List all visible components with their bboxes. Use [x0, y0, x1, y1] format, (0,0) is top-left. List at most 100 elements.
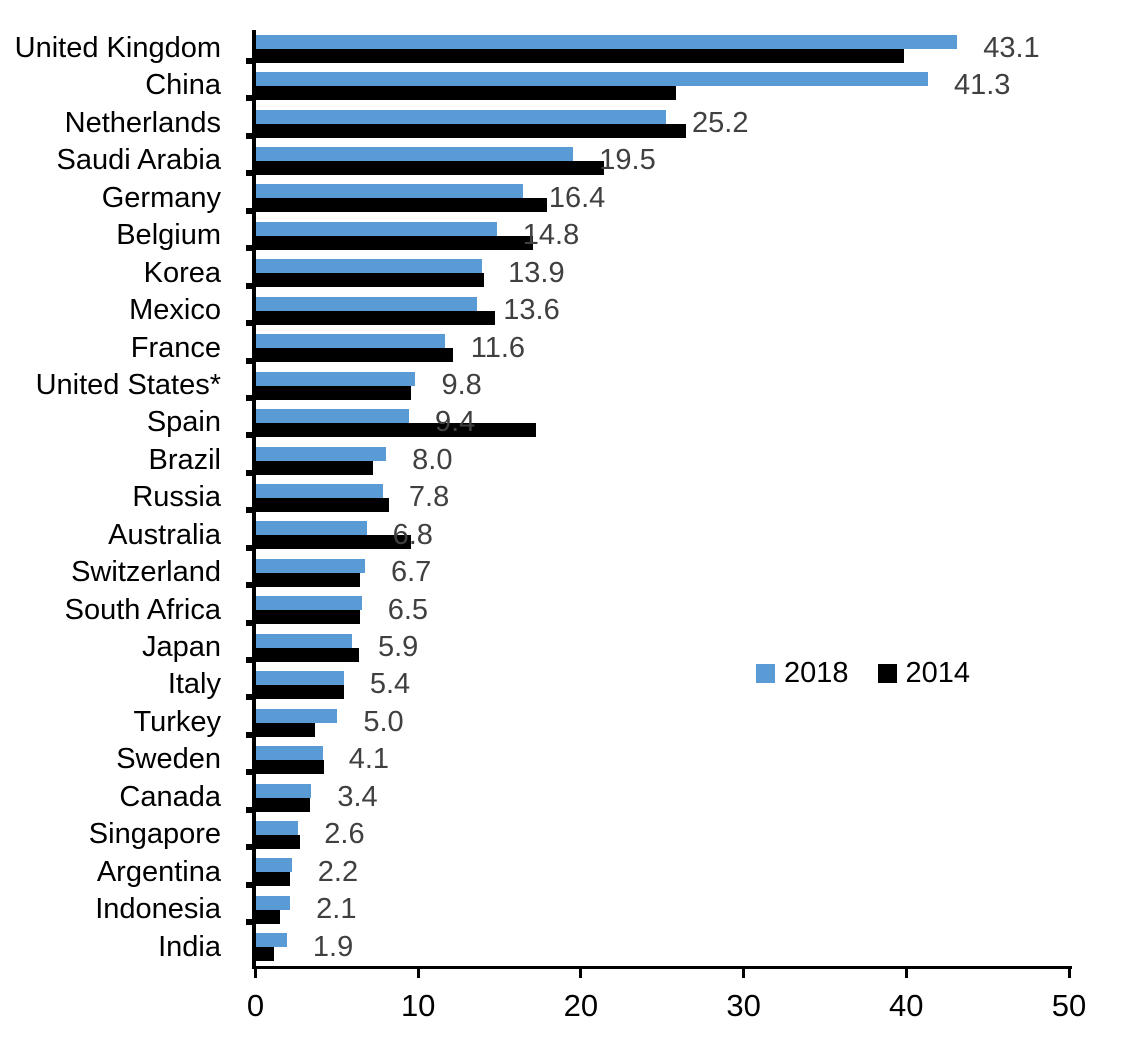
- category-label: France: [130, 331, 221, 364]
- bar-2018: [256, 483, 383, 498]
- value-label: 13.6: [503, 294, 560, 327]
- bar-2018: [256, 259, 483, 274]
- category-label: United States*: [35, 368, 221, 401]
- legend-label-2014: 2014: [905, 656, 971, 689]
- bar-2014: [256, 760, 325, 775]
- y-axis-line: [252, 30, 256, 969]
- x-axis-tick: [1067, 969, 1071, 978]
- category-tick: [246, 919, 253, 926]
- category-tick: [246, 544, 253, 551]
- x-tick-label: 40: [889, 988, 924, 1023]
- bar-2018: [256, 558, 365, 573]
- bar-2014: [256, 348, 453, 363]
- bar-2018: [256, 783, 312, 798]
- category-tick: [246, 806, 253, 813]
- bar-2018: [256, 72, 928, 87]
- x-tick-label: 20: [563, 988, 599, 1023]
- category-tick: [246, 432, 253, 439]
- bar-2018: [256, 184, 523, 199]
- category-label: South Africa: [64, 593, 221, 626]
- bar-2014: [256, 48, 904, 63]
- category-tick: [246, 207, 253, 214]
- bar-2014: [256, 535, 411, 550]
- bar-2014: [256, 198, 548, 213]
- value-label: 5.9: [377, 631, 419, 664]
- bar-2018: [256, 409, 409, 424]
- bar-2014: [256, 572, 361, 587]
- bar-2014: [256, 834, 300, 849]
- category-label: China: [145, 69, 221, 102]
- chart-legend: 2018 2014: [756, 654, 970, 692]
- value-label: 6.7: [391, 556, 432, 589]
- bar-2018: [256, 671, 344, 686]
- x-axis-line: [252, 966, 1072, 969]
- bar-2014: [256, 86, 676, 101]
- category-tick: [246, 619, 253, 626]
- bar-2018: [256, 109, 666, 124]
- bar-2018: [256, 221, 497, 236]
- bar-2018: [256, 371, 416, 386]
- value-label: 9.4: [434, 406, 476, 439]
- category-label: India: [158, 930, 221, 963]
- category-label: United Kingdom: [14, 32, 221, 64]
- category-tick: [246, 881, 253, 888]
- value-label: 6.8: [392, 518, 433, 551]
- bar-2018: [256, 446, 387, 461]
- value-label: 19.5: [599, 144, 656, 177]
- category-tick: [246, 694, 253, 701]
- category-label: Germany: [101, 181, 221, 214]
- category-label: Australia: [108, 518, 221, 551]
- x-axis-tick: [742, 969, 746, 978]
- category-tick: [246, 95, 253, 102]
- value-label: 5.4: [369, 668, 411, 701]
- bar-2018: [256, 296, 478, 311]
- category-tick: [246, 844, 253, 851]
- bar-2018: [256, 147, 574, 162]
- bar-2014: [256, 497, 390, 512]
- category-tick: [246, 394, 253, 401]
- category-label: Switzerland: [71, 556, 221, 589]
- category-tick: [246, 731, 253, 738]
- x-axis-tick: [254, 969, 257, 978]
- category-label: Belgium: [116, 219, 221, 252]
- category-tick: [246, 58, 253, 64]
- category-label: Korea: [143, 256, 221, 289]
- category-tick: [246, 507, 253, 514]
- bar-2018: [256, 521, 367, 536]
- value-label: 2.1: [316, 893, 357, 926]
- bar-2014: [256, 385, 411, 400]
- category-tick: [246, 320, 253, 327]
- bar-2018: [256, 933, 287, 948]
- bar-2018: [256, 596, 362, 611]
- category-tick: [246, 657, 253, 664]
- legend-label-2018: 2018: [784, 656, 849, 689]
- value-label: 2.6: [324, 818, 365, 851]
- bar-2014: [256, 797, 310, 812]
- value-label: 7.8: [408, 481, 450, 514]
- category-label: Argentina: [96, 855, 221, 888]
- category-label: Netherlands: [64, 106, 221, 139]
- value-label: 2.2: [317, 855, 359, 888]
- bar-2014: [256, 685, 344, 700]
- value-label: 9.8: [441, 368, 482, 401]
- x-tick-label: 50: [1051, 988, 1087, 1023]
- value-label: 16.4: [548, 181, 606, 214]
- bar-2018: [256, 708, 338, 723]
- category-tick: [246, 582, 253, 589]
- bar-2014: [256, 909, 281, 924]
- bar-2018: [256, 34, 958, 49]
- bar-2014: [256, 872, 291, 887]
- value-label: 41.3: [953, 69, 1011, 102]
- category-label: Turkey: [133, 705, 221, 738]
- category-label: Japan: [141, 631, 221, 664]
- value-label: 3.4: [337, 780, 378, 813]
- x-tick-label: 0: [246, 988, 265, 1023]
- category-tick: [246, 469, 253, 476]
- value-label: 6.5: [387, 593, 429, 626]
- bar-2018: [256, 334, 445, 349]
- x-axis-tick: [416, 969, 420, 978]
- value-label: 13.9: [508, 256, 565, 289]
- bar-2014: [256, 273, 484, 288]
- value-label: 1.9: [312, 930, 354, 963]
- value-label: 43.1: [983, 32, 1040, 64]
